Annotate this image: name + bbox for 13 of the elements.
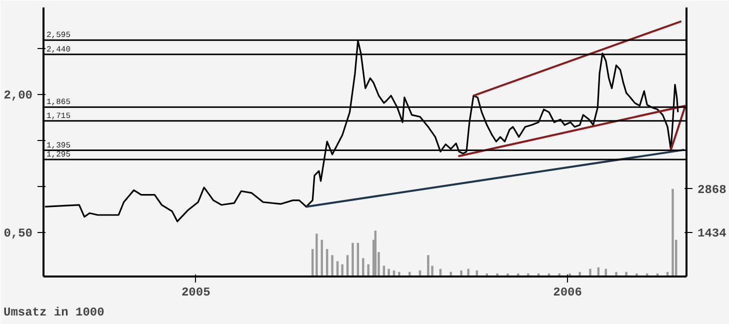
ref-line-label: 2,595 (46, 31, 71, 40)
ref-line-label: 2,440 (46, 45, 71, 54)
y2-tick-label: 2868 (698, 182, 726, 197)
y-tick-label: 0,50 (4, 226, 33, 240)
ref-line-label: 1,395 (46, 141, 71, 150)
text: Umsatz in 1000 (4, 306, 104, 320)
y2-tick-label: 1434 (698, 226, 726, 241)
x-tick-label: 2006 (553, 286, 582, 300)
ref-line-label: 1,715 (46, 112, 71, 121)
y-tick-label: 2,00 (4, 88, 33, 103)
ref-line-label: 1,865 (46, 98, 71, 108)
x-tick-label: 2005 (181, 286, 210, 300)
ref-line-label: 1,295 (46, 150, 71, 160)
